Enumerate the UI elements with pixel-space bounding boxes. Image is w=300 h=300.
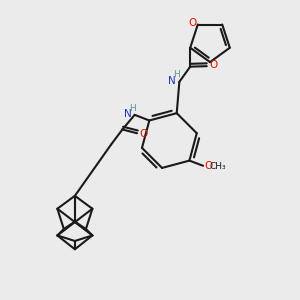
Text: H: H: [129, 104, 136, 113]
Text: N: N: [124, 109, 132, 119]
Text: N: N: [168, 76, 176, 86]
Text: CH₃: CH₃: [209, 162, 226, 171]
Text: O: O: [205, 161, 213, 171]
Text: O: O: [210, 60, 218, 70]
Text: H: H: [173, 70, 180, 79]
Text: O: O: [188, 18, 197, 28]
Text: O: O: [139, 129, 148, 139]
